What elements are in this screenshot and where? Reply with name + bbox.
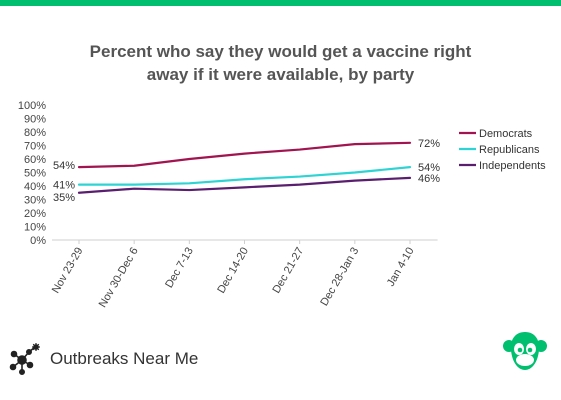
data-label-end-democrats: 72% bbox=[418, 138, 440, 150]
virus-icon bbox=[32, 343, 40, 351]
x-tick-label: Dec 28-Jan 3 bbox=[318, 246, 361, 309]
x-tick-label: Dec 14-20 bbox=[215, 246, 251, 296]
series-line-independents bbox=[77, 176, 412, 194]
y-tick-label: 30% bbox=[24, 195, 46, 207]
legend-label-independents: Independents bbox=[479, 160, 546, 172]
legend-label-republicans: Republicans bbox=[479, 144, 540, 156]
y-tick-label: 10% bbox=[24, 222, 46, 234]
y-tick-label: 80% bbox=[24, 127, 46, 139]
y-tick-label: 100% bbox=[18, 100, 46, 112]
x-axis: Nov 23-29 Nov 30-Dec 6 Dec 7-13 Dec 14-20 De… bbox=[50, 239, 438, 310]
y-tick-label: 50% bbox=[24, 168, 46, 180]
y-tick-label: 20% bbox=[24, 208, 46, 220]
data-label-start-democrats: 54% bbox=[53, 160, 75, 172]
y-tick-label: 0% bbox=[30, 235, 46, 247]
x-tick-label: Nov 30-Dec 6 bbox=[97, 246, 141, 310]
x-tick-label: Dec 21-27 bbox=[270, 246, 306, 296]
data-label-start-independents: 35% bbox=[53, 192, 75, 204]
chart-title: Percent who say they would get a vaccine… bbox=[30, 40, 531, 86]
chart-title-line-1: Percent who say they would get a vaccine… bbox=[89, 42, 472, 61]
y-tick-label: 40% bbox=[24, 181, 46, 193]
data-labels: 54% 72% 41% 54% 35% 46% bbox=[53, 138, 440, 204]
virus-network-icon bbox=[9, 343, 40, 375]
series-lines bbox=[77, 141, 412, 194]
data-label-end-republicans: 54% bbox=[418, 162, 440, 174]
surveymonkey-logo-icon bbox=[503, 332, 547, 370]
top-accent-bar bbox=[0, 0, 561, 6]
y-tick-label: 60% bbox=[24, 154, 46, 166]
brand-outbreaks-near-me: Outbreaks Near Me bbox=[8, 343, 198, 375]
brand-name: Outbreaks Near Me bbox=[50, 349, 199, 368]
series-line-democrats bbox=[77, 141, 412, 169]
legend: Democrats Republicans Independents bbox=[459, 128, 546, 172]
chart-title-line-2: away if it were available, by party bbox=[146, 65, 415, 84]
data-label-end-independents: 46% bbox=[418, 173, 440, 185]
series-line-republicans bbox=[77, 166, 412, 186]
y-tick-label: 70% bbox=[24, 141, 46, 153]
line-chart: 0%10% 20%30% 40%50% 60%70% 80%90% 100% Nov 23… bbox=[18, 100, 546, 310]
data-label-start-republicans: 41% bbox=[53, 180, 75, 192]
legend-label-democrats: Democrats bbox=[479, 128, 533, 140]
y-tick-label: 90% bbox=[24, 114, 46, 126]
y-axis: 0%10% 20%30% 40%50% 60%70% 80%90% 100% bbox=[18, 100, 46, 247]
x-tick-label: Dec 7-13 bbox=[163, 246, 196, 291]
x-tick-label: Jan 4-10 bbox=[385, 246, 417, 289]
x-tick-label: Nov 23-29 bbox=[50, 246, 86, 296]
